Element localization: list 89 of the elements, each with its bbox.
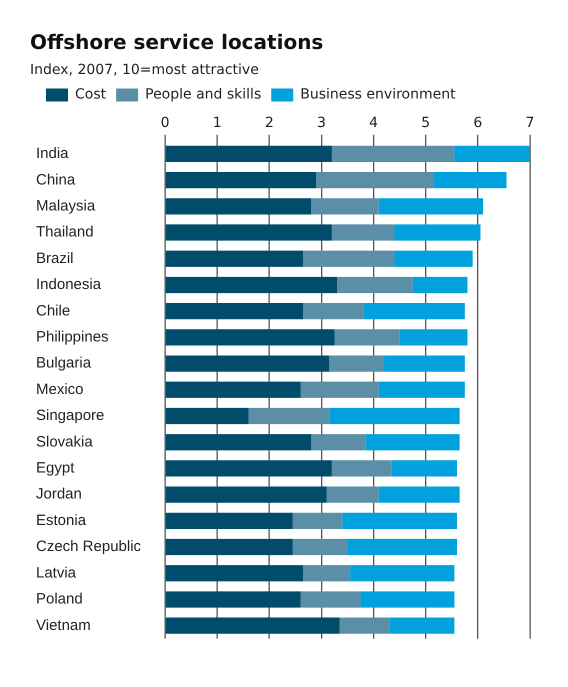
bar [166, 512, 293, 529]
bar [332, 146, 454, 162]
y-tick-label: Singapore [36, 407, 104, 424]
bar [311, 198, 379, 214]
bar [166, 224, 332, 241]
y-tick-label: Jordan [36, 486, 82, 503]
bar [329, 355, 384, 372]
bar [166, 460, 332, 477]
bar [332, 460, 392, 477]
bar [166, 146, 332, 162]
chart-subtitle: Index, 2007, 10=most attractive [30, 62, 260, 78]
bar [412, 276, 468, 294]
bar [292, 538, 348, 556]
y-tick-label: Chile [36, 302, 70, 320]
y-tick-label: Czech Republic [36, 538, 142, 556]
bar [166, 303, 304, 320]
bar [392, 460, 458, 477]
bar [166, 355, 330, 372]
legend-label: Business environment [300, 86, 456, 103]
legend-label: People and skills [145, 86, 262, 103]
legend-label: Cost [75, 86, 107, 103]
bar [166, 538, 293, 556]
y-tick-label: Poland [36, 590, 83, 608]
bar [378, 198, 484, 214]
bar [366, 434, 460, 450]
bar [360, 591, 454, 608]
bar [303, 303, 364, 320]
x-tick-label: 3 [316, 115, 326, 132]
bar [350, 565, 454, 582]
bar [316, 172, 434, 188]
bar [166, 382, 301, 398]
bar [454, 146, 530, 162]
bar [332, 224, 394, 241]
bar [400, 329, 468, 346]
bar [342, 512, 458, 529]
chart-title: Offshore service locations [30, 30, 324, 54]
bar [166, 329, 334, 346]
bar [166, 198, 312, 214]
bar [337, 276, 413, 294]
bar [166, 486, 327, 503]
bar [166, 276, 338, 294]
y-tick-label: Egypt [36, 460, 76, 477]
y-tick-label: Indonesia [36, 276, 102, 294]
bar [334, 329, 400, 346]
x-tick-label: 0 [160, 115, 170, 132]
y-tick-label: China [36, 171, 76, 188]
bar [248, 408, 330, 424]
bar [326, 486, 379, 503]
bar [166, 434, 312, 450]
bar [300, 591, 361, 608]
x-tick-label: 5 [421, 115, 430, 132]
y-tick-label: Malaysia [36, 197, 96, 214]
y-tick-label: Vietnam [36, 616, 91, 634]
x-tick-label: 4 [369, 115, 378, 132]
x-tick-label: 7 [526, 115, 534, 132]
y-tick-label: Philippines [36, 328, 109, 346]
bar [348, 538, 458, 556]
bar [303, 565, 350, 582]
bar [389, 618, 454, 634]
y-tick-label: Slovakia [36, 433, 94, 450]
x-tick-label: 6 [473, 115, 482, 132]
y-tick-label: Bulgaria [36, 354, 92, 372]
y-tick-label: Estonia [36, 512, 87, 529]
y-tick-label: India [36, 145, 70, 162]
bar [166, 618, 340, 634]
bar [303, 250, 394, 267]
bar [166, 591, 301, 608]
bar [166, 408, 248, 424]
bar [394, 250, 473, 267]
y-tick-label: Thailand [36, 224, 94, 241]
bar [434, 172, 507, 188]
bar [292, 512, 342, 529]
bar [166, 172, 316, 188]
bar [311, 434, 366, 450]
bar [394, 224, 480, 241]
bar [378, 382, 465, 398]
x-tick-label: 1 [212, 115, 222, 132]
bar [378, 486, 460, 503]
x-tick-label: 2 [264, 115, 274, 132]
y-tick-label: Mexico [36, 380, 84, 398]
bar [384, 355, 465, 372]
y-tick-label: Latvia [36, 564, 77, 582]
bar [340, 618, 390, 634]
bar [329, 408, 460, 424]
bar [300, 382, 379, 398]
y-tick-label: Brazil [36, 250, 74, 267]
bar [166, 250, 304, 267]
bar [363, 303, 465, 320]
bar [166, 565, 304, 582]
